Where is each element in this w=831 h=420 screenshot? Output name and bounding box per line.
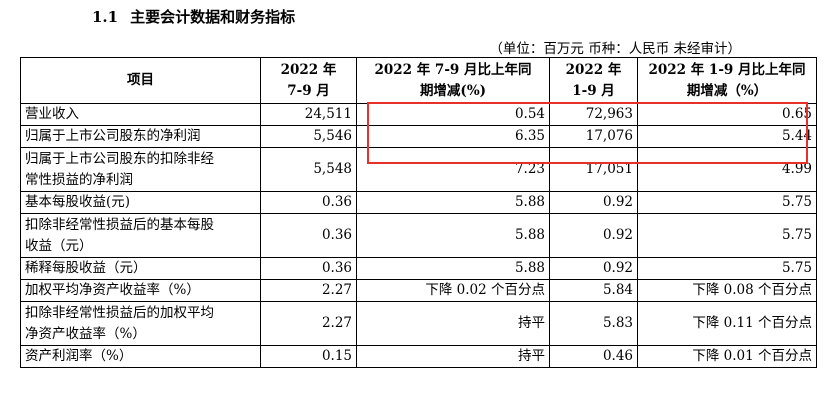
cell-q3: 24,511	[260, 103, 357, 126]
cell-ytd: 5.84	[549, 279, 638, 302]
cell-q3-change: 持平	[356, 301, 550, 346]
table-row: 扣除非经常性损益后的加权平均 净资产收益率（%） 2.27 持平 5.83 下降 0.11…	[20, 301, 817, 346]
cell-ytd: 72,963	[549, 103, 638, 126]
cell-q3-change: 下降 0.02 个百分点	[356, 279, 550, 302]
row-item-label: 稀释每股收益（元）	[20, 257, 261, 280]
cell-ytd: 0.92	[549, 191, 638, 214]
header-q3: 2022 年 7-9 月	[260, 57, 357, 104]
cell-ytd: 0.92	[549, 213, 638, 258]
row-item-label: 加权平均净资产收益率（%）	[20, 279, 261, 302]
header-ytd-change: 2022 年 1-9 月比上年同 期增减（%）	[637, 57, 817, 104]
row-item-label: 归属于上市公司股东的扣除非经 常性损益的净利润	[20, 147, 261, 192]
cell-q3-change: 6.35	[356, 125, 550, 148]
row-item-label: 基本每股收益(元)	[20, 191, 261, 214]
cell-ytd-change: 下降 0.11 个百分点	[637, 301, 817, 346]
cell-ytd-change: 5.75	[637, 191, 817, 214]
cell-ytd: 0.92	[549, 257, 638, 280]
header-ytd: 2022 年 1-9 月	[549, 57, 638, 104]
table-row: 资产利润率（%） 0.15 持平 0.46 下降 0.01 个百分点	[20, 345, 817, 368]
cell-ytd: 17,051	[549, 147, 638, 192]
row-item-label: 扣除非经常性损益后的加权平均 净资产收益率（%）	[20, 301, 261, 346]
cell-ytd-change: 下降 0.08 个百分点	[637, 279, 817, 302]
cell-ytd-change: 5.75	[637, 257, 817, 280]
unit-note: （单位：百万元 币种：人民币 未经审计）	[489, 41, 741, 57]
cell-ytd-change: 5.75	[637, 213, 817, 258]
cell-ytd: 17,076	[549, 125, 638, 148]
table-row: 归属于上市公司股东的净利润 5,546 6.35 17,076 5.44	[20, 125, 817, 148]
row-item-label: 营业收入	[20, 103, 261, 126]
cell-ytd-change: 4.99	[637, 147, 817, 192]
table-row: 稀释每股收益（元） 0.36 5.88 0.92 5.75	[20, 257, 817, 280]
cell-q3-change: 7.23	[356, 147, 550, 192]
row-item-label: 扣除非经常性损益后的基本每股 收益（元）	[20, 213, 261, 258]
section-title: 主要会计数据和财务指标	[130, 8, 296, 26]
section-heading: 1.1 主要会计数据和财务指标	[92, 6, 295, 27]
section-number: 1.1	[92, 8, 119, 26]
table-row: 基本每股收益(元) 0.36 5.88 0.92 5.75	[20, 191, 817, 214]
cell-ytd-change: 下降 0.01 个百分点	[637, 345, 817, 368]
cell-q3-change: 0.54	[356, 103, 550, 126]
row-item-label: 资产利润率（%）	[20, 345, 261, 368]
header-q3-change: 2022 年 7-9 月比上年同 期增减(%)	[356, 57, 550, 104]
cell-q3: 5,546	[260, 125, 357, 148]
header-item: 项目	[20, 57, 261, 104]
cell-q3: 0.36	[260, 257, 357, 280]
cell-q3: 0.15	[260, 345, 357, 368]
cell-q3-change: 5.88	[356, 257, 550, 280]
cell-q3-change: 5.88	[356, 213, 550, 258]
financial-indicators-table: 项目 2022 年 7-9 月 2022 年 7-9 月比上年同 期增减(%) 20…	[20, 57, 817, 368]
cell-ytd: 5.83	[549, 301, 638, 346]
cell-ytd: 0.46	[549, 345, 638, 368]
cell-ytd-change: 0.65	[637, 103, 817, 126]
table-row: 营业收入 24,511 0.54 72,963 0.65	[20, 103, 817, 126]
cell-ytd-change: 5.44	[637, 125, 817, 148]
table-row: 归属于上市公司股东的扣除非经 常性损益的净利润 5,548 7.23 17,051 4.9…	[20, 147, 817, 192]
cell-q3: 0.36	[260, 213, 357, 258]
table-row: 扣除非经常性损益后的基本每股 收益（元） 0.36 5.88 0.92 5.75	[20, 213, 817, 258]
cell-q3-change: 持平	[356, 345, 550, 368]
table-row: 加权平均净资产收益率（%） 2.27 下降 0.02 个百分点 5.84 下降 0.08…	[20, 279, 817, 302]
cell-q3: 2.27	[260, 301, 357, 346]
cell-q3: 2.27	[260, 279, 357, 302]
cell-q3: 5,548	[260, 147, 357, 192]
table-header-row: 项目 2022 年 7-9 月 2022 年 7-9 月比上年同 期增减(%) 20…	[20, 57, 817, 104]
cell-q3-change: 5.88	[356, 191, 550, 214]
row-item-label: 归属于上市公司股东的净利润	[20, 125, 261, 148]
cell-q3: 0.36	[260, 191, 357, 214]
